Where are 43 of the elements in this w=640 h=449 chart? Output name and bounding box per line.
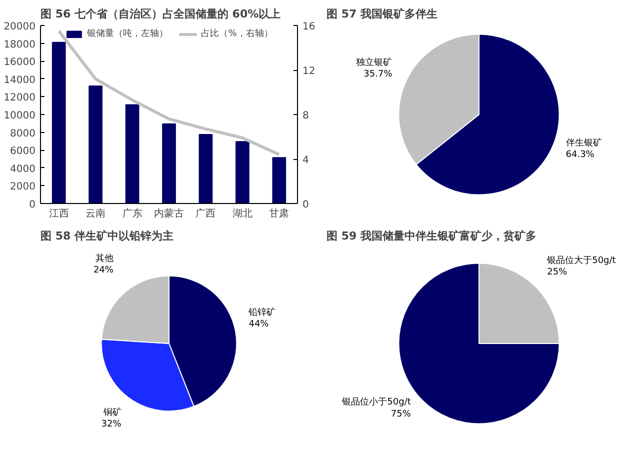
x-tick-label: 湖北 (232, 208, 252, 220)
y2-tick-label: 8 (302, 110, 309, 122)
slice-label: 银品位大于50g/t (546, 254, 616, 266)
legend-label: 银储量（吨，左轴） (87, 28, 168, 40)
data-label: 32% (101, 420, 122, 430)
data-label: 64.3% (566, 150, 595, 160)
data-label: 24% (93, 265, 114, 276)
x-tick-label: 云南 (86, 208, 106, 220)
y-tick-label: 0 (29, 200, 36, 210)
y-tick-label: 6000 (10, 146, 36, 158)
y-tick-label: 18000 (4, 39, 36, 50)
y-tick-label: 10000 (4, 110, 36, 122)
y2-tick-label: 0 (302, 200, 309, 210)
x-tick-label: 广西 (196, 208, 216, 220)
y2-tick-label: 12 (302, 66, 316, 77)
y-tick-label: 8000 (10, 128, 36, 140)
slice-label: 银品位小于50g/t (341, 396, 412, 408)
data-label: 75% (390, 409, 412, 420)
data-label: 44% (248, 320, 270, 330)
chart-title: 图 59 我国储量中伴生银矿富矿少，贫矿多 (326, 230, 536, 242)
slice-label: 铅锌矿 (248, 307, 276, 318)
y2-tick-label: 16 (302, 22, 316, 32)
x-tick-label: 内蒙古 (154, 208, 184, 220)
chart-title: 图 57 我国银矿多伴生 (326, 8, 438, 20)
x-tick-label: 江西 (48, 208, 69, 220)
legend-label: 占比（%，右轴） (201, 28, 273, 40)
y-tick-label: 2000 (10, 182, 36, 193)
slice-label: 伴生银矿 (566, 138, 602, 149)
x-tick-label: 广东 (122, 208, 142, 220)
x-tick-label: 甘肃 (269, 208, 290, 220)
y-tick-label: 14000 (4, 74, 36, 86)
chart-title: 图 56 七个省（自治区）占全国储量的 60%以上 (40, 8, 281, 20)
data-label: 35.7% (364, 70, 393, 80)
y-tick-label: 16000 (4, 57, 36, 68)
y-tick-label: 4000 (10, 164, 36, 175)
slice-label: 其他 (95, 252, 114, 264)
y-tick-label: 20000 (4, 22, 36, 32)
slice-label: 铜矿 (102, 406, 122, 418)
y2-tick-label: 4 (302, 155, 309, 166)
slice-label: 独立银矿 (356, 56, 392, 68)
chart-title: 图 58 伴生矿中以铅锌为主 (40, 230, 174, 242)
data-label: 25% (547, 268, 568, 278)
y-tick-label: 12000 (4, 92, 36, 104)
